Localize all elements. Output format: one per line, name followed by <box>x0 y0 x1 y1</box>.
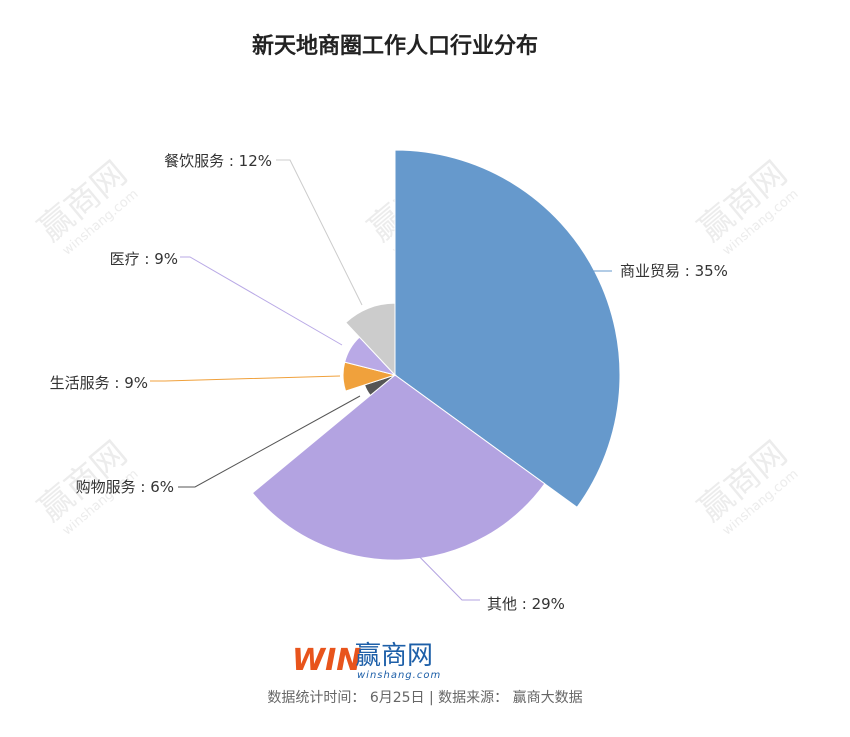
slice-label-6: 餐饮服务 : 12% <box>164 152 272 170</box>
brand-name: 赢商网 <box>355 641 433 671</box>
leader-line-4 <box>150 375 341 382</box>
leader-line-3 <box>178 395 361 488</box>
pie-slices <box>251 149 621 561</box>
leader-line-5 <box>180 256 343 346</box>
slice-label-4: 生活服务 : 9% <box>50 374 148 392</box>
slice-label-3: 购物服务 : 6% <box>76 478 174 496</box>
pie-slice-1 <box>394 149 621 508</box>
leader-line-6 <box>276 159 363 306</box>
leader-line-2 <box>404 541 480 601</box>
chart-title: 新天地商圈工作人口行业分布 <box>252 33 538 59</box>
slice-label-2: 其他 : 29% <box>487 595 565 613</box>
slice-labels: 商业贸易 : 35% 其他 : 29% 购物服务 : 6% 生活服务 : 9% 医疗 :… <box>50 152 728 613</box>
slice-label-1: 商业贸易 : 35% <box>620 262 728 280</box>
brand-logo: WIN 赢商网 winshang.com <box>292 641 441 681</box>
pie-slice-2 <box>251 374 546 561</box>
footer-source-note: 数据统计时间： 6月25日 | 数据来源： 赢商大数据 <box>267 690 583 706</box>
brand-domain: winshang.com <box>357 670 441 681</box>
slice-label-5: 医疗 : 9% <box>110 250 178 268</box>
pie-slice-6 <box>345 302 396 377</box>
label-leader-lines <box>150 159 612 601</box>
brand-logo-mark: WIN <box>292 643 361 678</box>
